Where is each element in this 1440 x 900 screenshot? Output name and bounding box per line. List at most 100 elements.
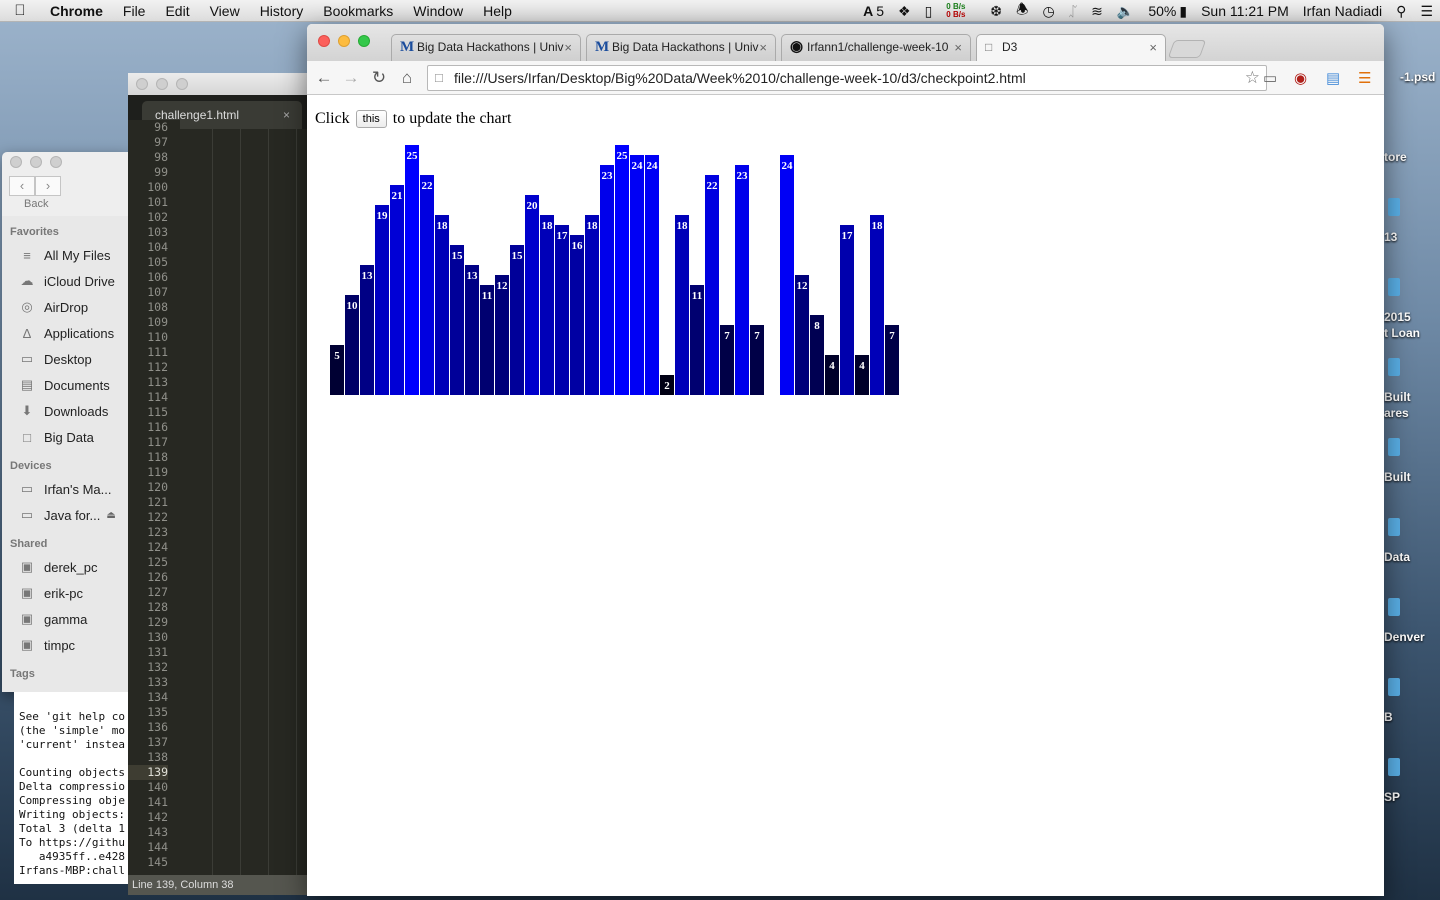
desktop-label[interactable]: Denver xyxy=(1384,630,1425,644)
desktop-file-icon[interactable] xyxy=(1388,198,1400,216)
notification-bell-icon[interactable]: 🕭 xyxy=(1016,1,1029,17)
desktop-file-icon[interactable] xyxy=(1388,358,1400,376)
menu-file[interactable]: File xyxy=(122,2,146,19)
folder-extension-icon[interactable]: ▤ xyxy=(1326,70,1341,87)
sidebar-item[interactable]: ▭ Java for... ⏏ xyxy=(2,502,130,528)
close-tab-icon[interactable]: × xyxy=(1149,40,1157,55)
minimize-button[interactable] xyxy=(338,35,350,47)
minimize-button[interactable] xyxy=(156,78,168,90)
desktop-file-icon[interactable] xyxy=(1388,678,1400,696)
close-tab-icon[interactable]: × xyxy=(282,108,290,122)
chrome-menu-icon[interactable]: ☰ xyxy=(1358,70,1372,87)
sidebar-section-title: Tags xyxy=(10,668,35,680)
user-name[interactable]: Irfan Nadiadi xyxy=(1302,3,1383,19)
bar-value-label: 24 xyxy=(647,160,659,172)
desktop-label[interactable]: -1.psd xyxy=(1400,70,1436,84)
close-button[interactable] xyxy=(318,35,330,47)
downloads-icon: ⬇ xyxy=(21,403,33,418)
close-tab-icon[interactable]: × xyxy=(759,40,767,55)
line-number: 139 xyxy=(128,765,168,780)
desktop-file-icon[interactable] xyxy=(1388,758,1400,776)
forward-arrow-icon[interactable]: › xyxy=(35,176,61,196)
volume-icon[interactable]: 🔈 xyxy=(1116,2,1135,19)
sidebar-item[interactable]: ☁ iCloud Drive xyxy=(2,268,130,294)
extension-icon[interactable]: ◉ xyxy=(1294,70,1308,87)
browser-tab[interactable]: M Big Data Hackathons | Univ × xyxy=(586,34,776,61)
desktop-label[interactable]: 13 xyxy=(1384,230,1398,244)
menu-help[interactable]: Help xyxy=(483,2,512,19)
close-tab-icon[interactable]: × xyxy=(954,40,962,55)
browser-tab[interactable]: ◉ Irfann1/challenge-week-10 × xyxy=(781,34,971,61)
desktop-file-icon[interactable] xyxy=(1388,518,1400,536)
reload-icon[interactable]: ↻ xyxy=(371,68,387,87)
sidebar-item[interactable]: ⬇ Downloads xyxy=(2,398,130,424)
desktop-label[interactable]: B xyxy=(1384,710,1393,724)
desktop-label[interactable]: SP xyxy=(1384,790,1401,804)
desktop-label[interactable]: Built xyxy=(1384,390,1411,404)
back-arrow-icon[interactable]: ← xyxy=(315,68,333,87)
menu-bookmarks[interactable]: Bookmarks xyxy=(323,2,394,19)
sidebar-item[interactable]: ≡ All My Files xyxy=(2,242,130,268)
sidebar-item[interactable]: □ Big Data xyxy=(2,424,130,450)
desktop-label[interactable]: 2015 xyxy=(1384,310,1411,324)
zoom-button[interactable] xyxy=(358,35,370,47)
terminal-window[interactable]: See 'git help co (the 'simple' mo'current… xyxy=(14,692,132,884)
dropbox-icon[interactable]: ❖ xyxy=(898,2,911,19)
bar-value-label: 4 xyxy=(829,360,835,372)
chart-bar xyxy=(585,215,599,395)
minimize-button[interactable] xyxy=(30,156,42,168)
close-tab-icon[interactable]: × xyxy=(564,40,572,55)
sidebar-item[interactable]: ◎ AirDrop xyxy=(2,294,130,320)
clock[interactable]: Sun 11:21 PM xyxy=(1201,3,1289,19)
antenna-icon[interactable]: ❆ xyxy=(990,2,1003,19)
bluetooth-icon[interactable]: ᛢ xyxy=(1068,3,1078,19)
home-icon[interactable]: ⌂ xyxy=(401,68,413,87)
bookmark-star-icon[interactable]: ☆ xyxy=(1244,68,1260,87)
battery-icon[interactable]: ▮ xyxy=(1179,2,1188,19)
zoom-button[interactable] xyxy=(176,78,188,90)
cast-icon[interactable]: ▭ xyxy=(1263,70,1278,87)
time-machine-icon[interactable]: ◷ xyxy=(1042,2,1055,19)
sidebar-item[interactable]: ▣ timpc xyxy=(2,632,130,658)
desktop-label[interactable]: Data xyxy=(1384,550,1411,564)
desktop-label[interactable]: t Loan xyxy=(1384,326,1420,340)
apple-menu-icon[interactable]:  xyxy=(0,2,40,19)
adobe-icon[interactable]: A xyxy=(863,3,874,19)
close-button[interactable] xyxy=(136,78,148,90)
editor-tab[interactable]: challenge1.html × xyxy=(142,101,302,129)
new-tab-button[interactable] xyxy=(1167,40,1207,58)
spotlight-search-icon[interactable]: ⚲ xyxy=(1396,2,1407,19)
eject-icon[interactable]: ⏏ xyxy=(106,509,116,521)
sidebar-item[interactable]: ▣ erik-pc xyxy=(2,580,130,606)
sidebar-item[interactable]: ▣ gamma xyxy=(2,606,130,632)
browser-tab-active[interactable]: □ D3 × xyxy=(976,34,1166,62)
back-arrow-icon[interactable]: ‹ xyxy=(9,176,35,196)
forward-arrow-icon[interactable]: → xyxy=(342,68,360,87)
update-chart-button[interactable]: this xyxy=(355,110,387,128)
menu-view[interactable]: View xyxy=(209,2,240,19)
zoom-button[interactable] xyxy=(50,156,62,168)
sidebar-item[interactable]: ▤ Documents xyxy=(2,372,130,398)
app-menu[interactable]: Chrome xyxy=(50,2,103,19)
notification-center-icon[interactable]: ☰ xyxy=(1420,2,1433,19)
menu-edit[interactable]: Edit xyxy=(165,2,190,19)
menu-history[interactable]: History xyxy=(259,2,304,19)
clipboard-icon[interactable]: ▯ xyxy=(924,2,933,19)
desktop-file-icon[interactable] xyxy=(1388,598,1400,616)
address-bar[interactable]: □ file:///Users/Irfan/Desktop/Big%20Data… xyxy=(427,65,1267,91)
sidebar-item[interactable]: ∆ Applications xyxy=(2,320,130,346)
close-button[interactable] xyxy=(10,156,22,168)
desktop-file-icon[interactable] xyxy=(1388,438,1400,456)
desktop-label[interactable]: ares xyxy=(1384,406,1409,420)
menu-window[interactable]: Window xyxy=(413,2,464,19)
desktop-file-icon[interactable] xyxy=(1388,278,1400,296)
browser-tab[interactable]: M Big Data Hackathons | Univ × xyxy=(391,34,581,61)
desktop-label[interactable]: Built xyxy=(1384,470,1411,484)
sidebar-section-title: Devices xyxy=(10,460,52,472)
sidebar-item[interactable]: ▣ derek_pc xyxy=(2,554,130,580)
sidebar-item[interactable]: ▭ Irfan's Ma... xyxy=(2,476,130,502)
sidebar-item[interactable]: ▭ Desktop xyxy=(2,346,130,372)
desktop-label[interactable]: tore xyxy=(1384,150,1407,164)
battery-percent[interactable]: 50% xyxy=(1148,3,1177,19)
wifi-icon[interactable]: ≋ xyxy=(1091,2,1103,19)
